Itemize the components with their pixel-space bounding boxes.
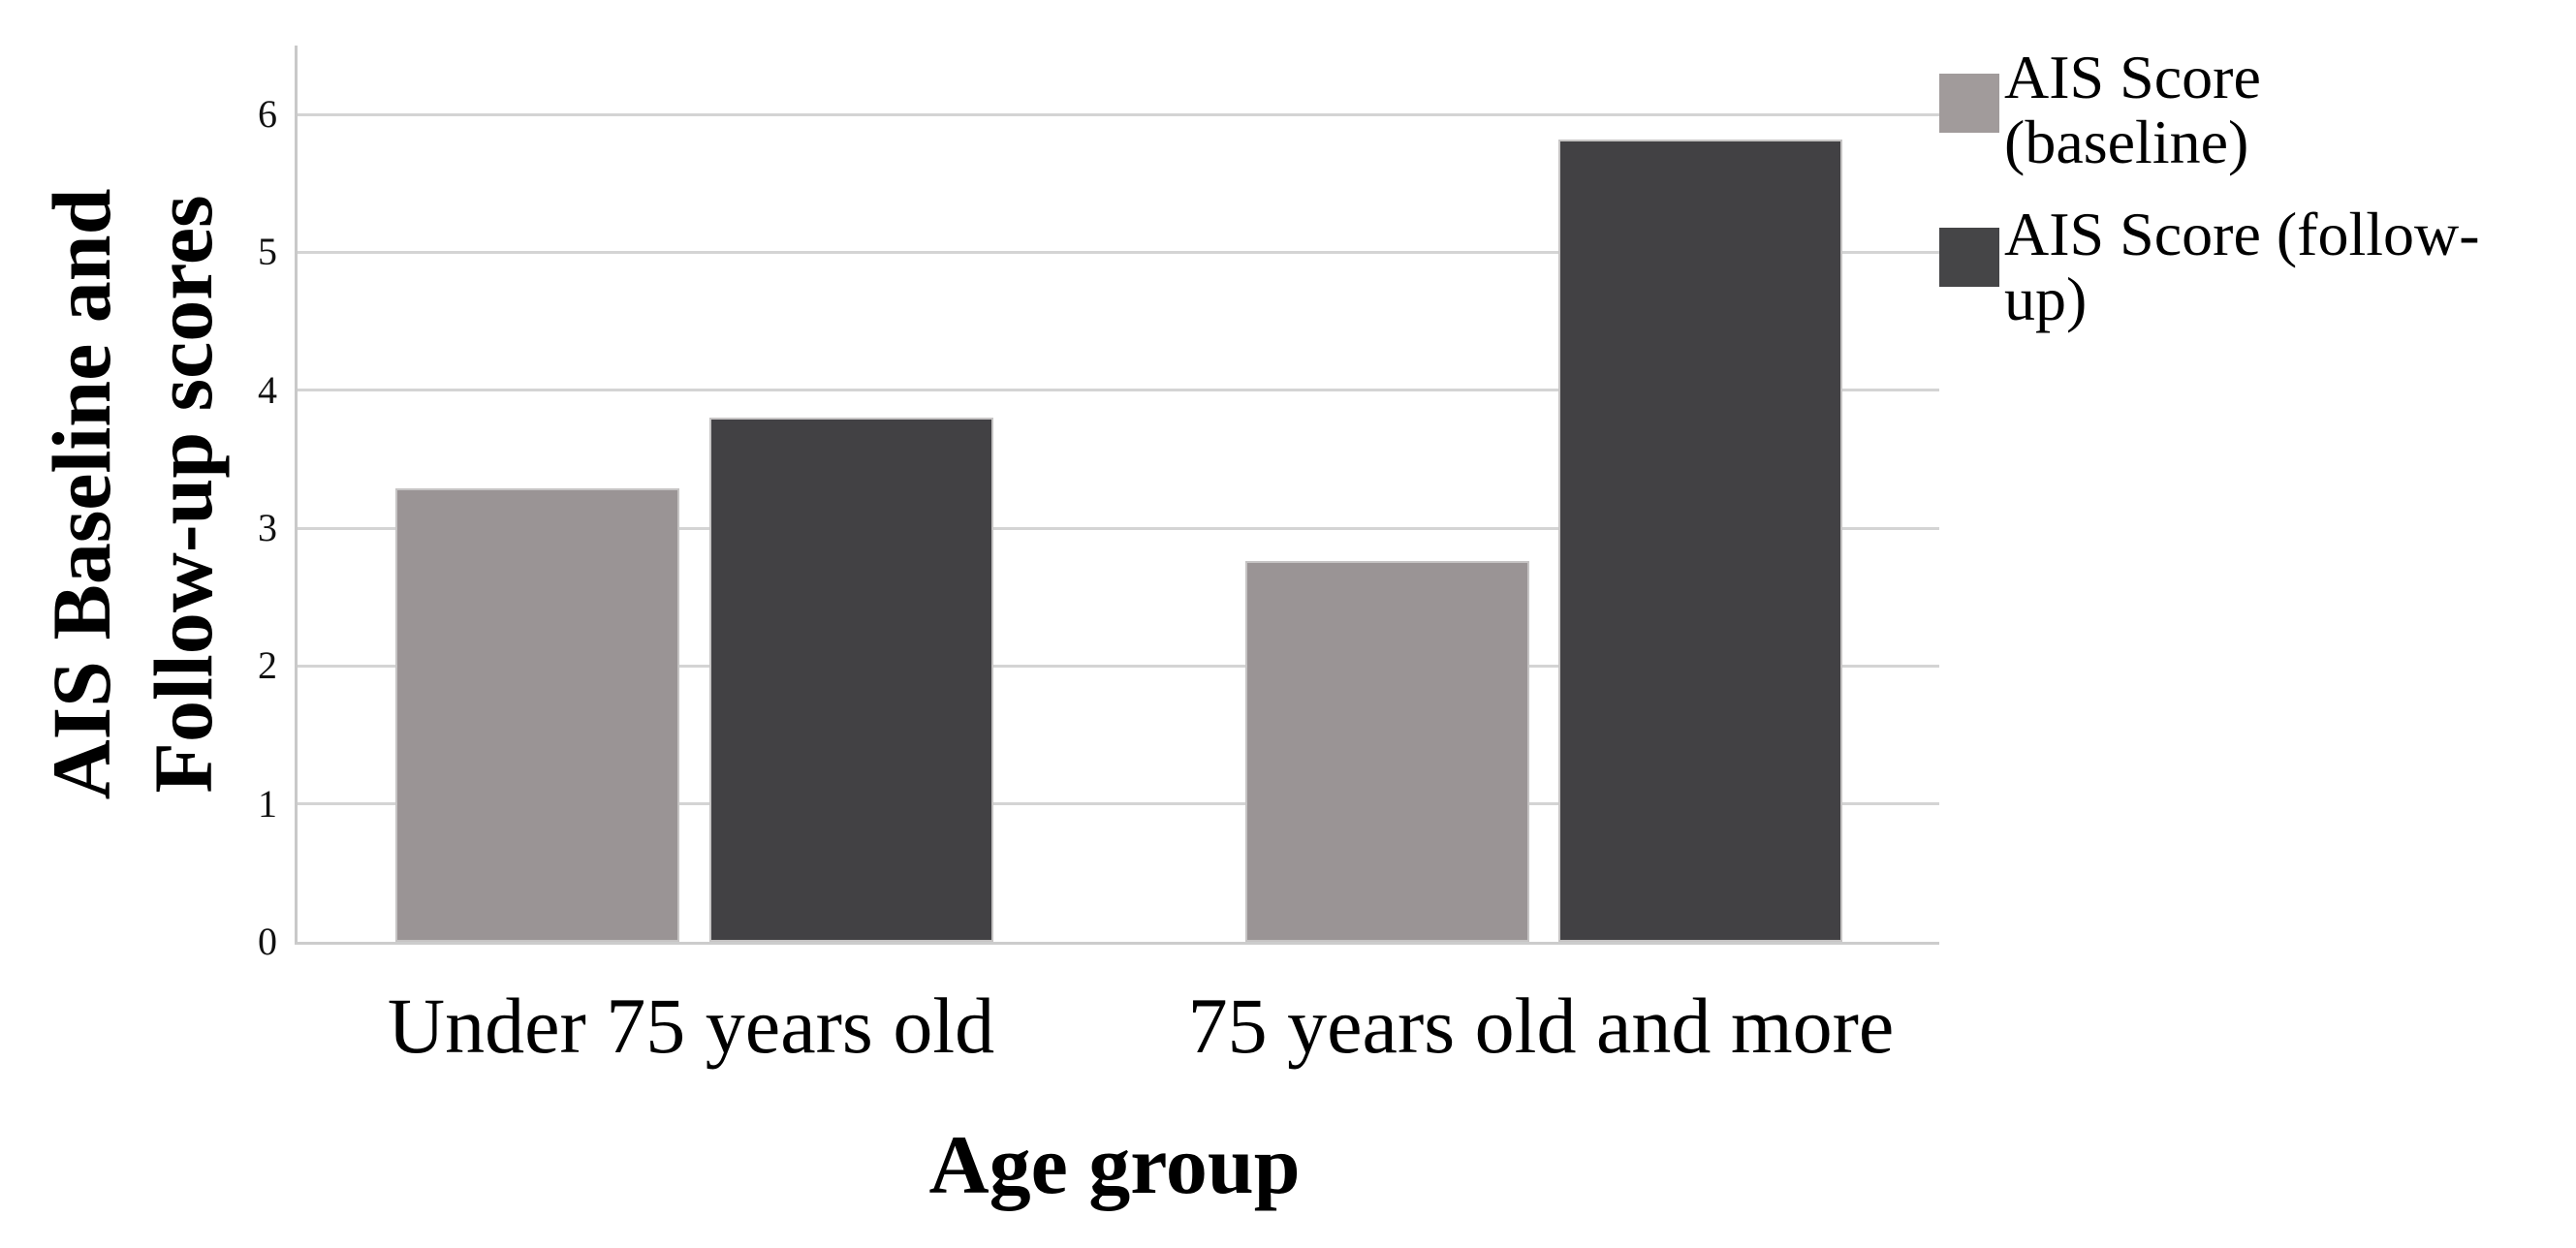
gridline-2 <box>298 665 1939 668</box>
legend-label-followup: AIS Score (follow- up) <box>2004 202 2480 331</box>
category-label-under-75: Under 75 years old <box>387 982 995 1070</box>
bar-baseline-group-0 <box>395 488 679 942</box>
y-tick-label-6: 6 <box>258 92 277 136</box>
y-tick-label-1: 1 <box>258 782 277 826</box>
gridline-3 <box>298 527 1939 530</box>
y-tick-label-4: 4 <box>258 368 277 412</box>
x-axis-title: Age group <box>928 1118 1301 1211</box>
gridline-6 <box>298 113 1939 116</box>
plot-area <box>295 46 1939 945</box>
gridline-4 <box>298 389 1939 391</box>
gridline-5 <box>298 251 1939 254</box>
y-tick-label-2: 2 <box>258 643 277 687</box>
y-axis-title-line-1: AIS Baseline and <box>35 188 129 800</box>
legend-label-baseline-line-1: AIS Score <box>2004 43 2261 111</box>
bar-followup-group-1 <box>1558 140 1842 942</box>
category-label-75-and-more: 75 years old and more <box>1187 982 1895 1070</box>
legend-label-followup-line-1: AIS Score (follow- <box>2004 200 2480 268</box>
y-tick-label-0: 0 <box>258 920 277 963</box>
legend-label-followup-line-2: up) <box>2004 265 2088 333</box>
legend-label-baseline: AIS Score (baseline) <box>2004 45 2261 174</box>
y-tick-label-5: 5 <box>258 230 277 273</box>
bar-followup-group-0 <box>709 418 993 942</box>
legend-swatch-baseline <box>1939 74 1999 133</box>
y-axis-title: AIS Baseline and Follow-up scores <box>31 189 235 800</box>
legend-label-baseline-line-2: (baseline) <box>2004 108 2249 176</box>
y-axis-title-line-2: Follow-up scores <box>137 195 230 794</box>
bar-baseline-group-1 <box>1245 561 1529 942</box>
gridline-1 <box>298 802 1939 805</box>
legend-swatch-followup <box>1939 228 1999 287</box>
y-tick-label-3: 3 <box>258 506 277 549</box>
